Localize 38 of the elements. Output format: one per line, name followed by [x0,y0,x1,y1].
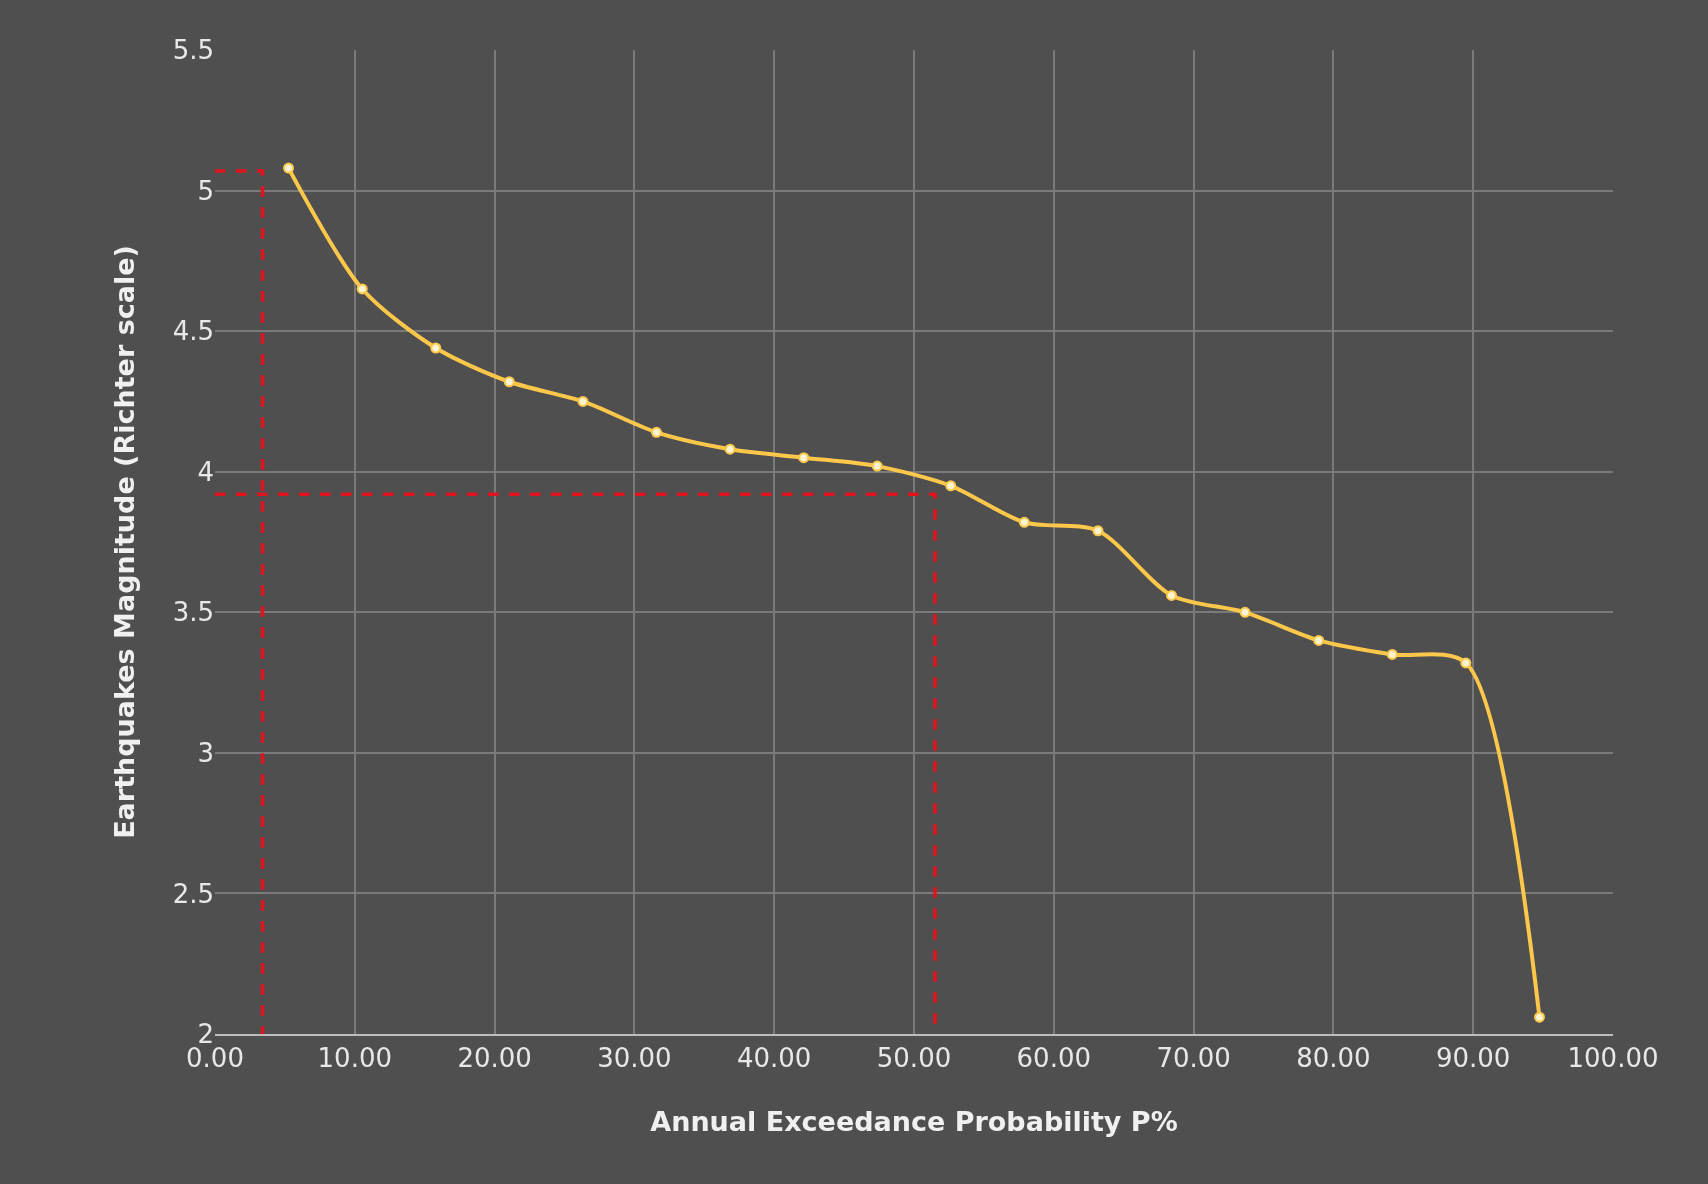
point [430,342,442,354]
x-tick-label: 100.00 [1567,1043,1659,1074]
point [356,283,368,295]
y-tick-label: 2.5 [172,878,214,909]
x-tick-label: 40.00 [736,1043,812,1074]
x-tick-label: 50.00 [876,1043,952,1074]
x-tick-label: 10.00 [317,1043,393,1074]
x-tick-label: 70.00 [1156,1043,1231,1074]
point [945,480,957,492]
x-axis-title: Annual Exceedance Probability P% [650,1106,1178,1138]
x-tick-label: 0.00 [186,1043,244,1074]
x-tick-label: 90.00 [1435,1043,1511,1074]
point [724,443,736,455]
x-tick-label: 60.00 [1016,1043,1092,1074]
point [1166,589,1178,601]
point [577,395,589,407]
point [1386,648,1398,660]
point [503,376,515,388]
y-tick-label: 5 [197,175,214,206]
y-tick-label: 4.5 [172,316,214,347]
x-tick-label: 80.00 [1296,1043,1371,1074]
point [871,460,883,472]
point [650,426,662,438]
y-tick-label: 4 [197,456,214,487]
point [1239,606,1251,618]
point [1092,525,1104,537]
y-tick-label: 3 [197,737,214,768]
x-tick-label: 30.00 [597,1043,672,1074]
point [283,162,295,174]
y-tick-label: 3.5 [172,597,214,628]
y-tick-label: 5.5 [172,35,214,66]
point [1533,1011,1545,1023]
point [1460,657,1472,669]
point [1313,634,1325,646]
point [1018,516,1030,528]
point [798,452,810,464]
x-tick-label: 20.00 [457,1043,532,1074]
y-axis-title: Earthquakes Magnitude (Richter scale) [108,245,140,839]
